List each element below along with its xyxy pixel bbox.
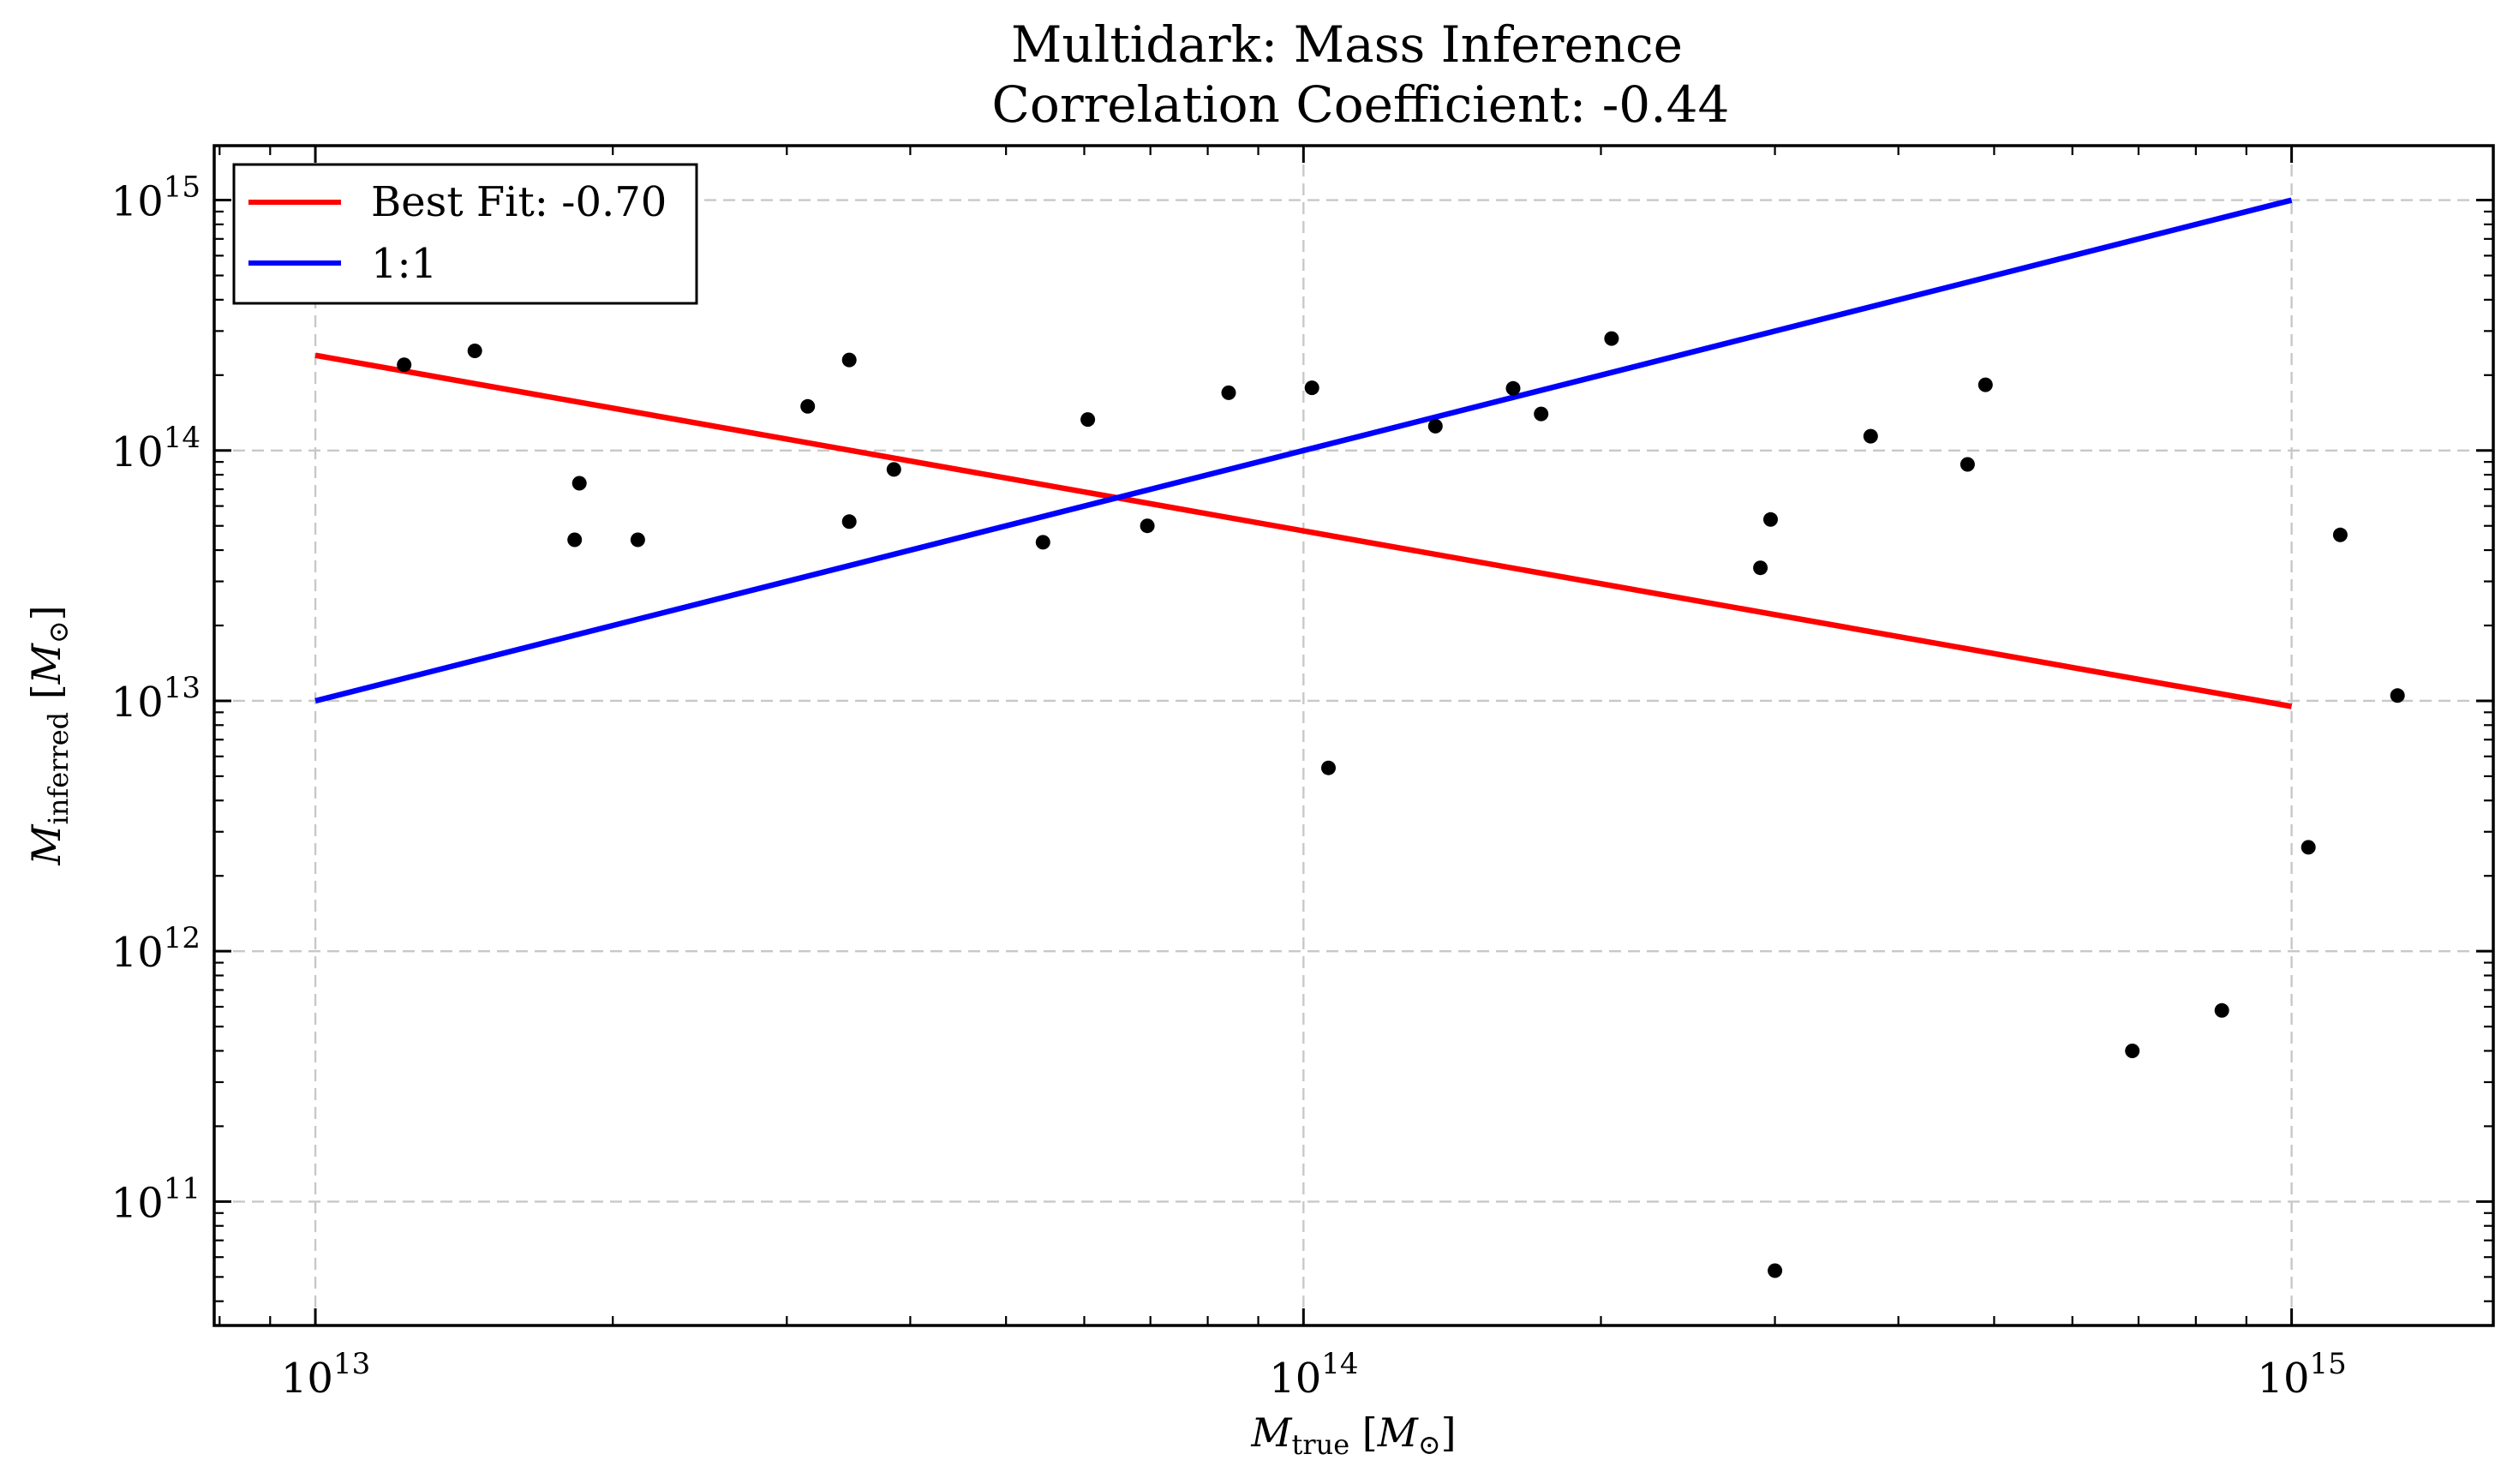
- data-point: [1035, 535, 1050, 550]
- data-point: [1505, 380, 1521, 396]
- one-to-one-line: [314, 197, 2293, 704]
- legend-label-best-fit: Best Fit: -0.70: [371, 178, 667, 226]
- x-tick-base: 10: [2257, 1355, 2309, 1403]
- data-point: [630, 532, 645, 548]
- y-tick-exponent: 15: [164, 171, 200, 205]
- x-tick-label: 1014: [1269, 1347, 1358, 1403]
- data-point: [467, 344, 482, 358]
- data-point: [571, 476, 587, 491]
- data-point: [841, 514, 857, 530]
- data-point: [1768, 1263, 1783, 1278]
- y-tick-label: 1013: [111, 671, 200, 727]
- legend-label-one-to-one: 1:1: [371, 240, 437, 288]
- data-point: [567, 532, 583, 548]
- x-tick-label: 1015: [2257, 1347, 2346, 1403]
- chart-title: Multidark: Mass Inference: [1011, 15, 1683, 74]
- y-tick-exponent: 12: [164, 921, 200, 955]
- grid: [214, 146, 2493, 1325]
- data-point: [1534, 406, 1549, 422]
- chart-subtitle: Correlation Coefficient: -0.44: [992, 75, 1730, 134]
- data-point: [1080, 412, 1096, 428]
- x-tick-exponent: 14: [1321, 1347, 1358, 1381]
- data-point: [1763, 512, 1778, 527]
- data-point: [2214, 1002, 2229, 1018]
- scatter-points: [397, 331, 2405, 1278]
- data-point: [1321, 760, 1336, 775]
- data-point: [1604, 331, 1619, 346]
- y-tick-base: 10: [111, 679, 164, 727]
- y-tick-label: 1011: [111, 1171, 200, 1227]
- y-tick-exponent: 11: [164, 1171, 200, 1206]
- data-point: [886, 462, 901, 477]
- legend: Best Fit: -0.70 1:1: [232, 163, 698, 305]
- y-axis-label: Minferred [M⊙]: [23, 605, 75, 865]
- data-point: [1140, 518, 1155, 534]
- best-fit-line: [314, 352, 2293, 709]
- x-tick-exponent: 15: [2310, 1347, 2347, 1381]
- x-tick-label: 1013: [281, 1347, 370, 1403]
- data-point: [1863, 428, 1878, 444]
- plot-frame: [212, 144, 2495, 1327]
- series-layer: [314, 197, 2293, 709]
- y-tick-label: 1012: [111, 921, 200, 977]
- y-tick-base: 10: [111, 929, 164, 977]
- data-point: [2125, 1044, 2140, 1058]
- y-tick-exponent: 14: [164, 421, 200, 455]
- data-point: [1427, 418, 1443, 434]
- x-tick-exponent: 13: [333, 1347, 370, 1381]
- y-tick-base: 10: [111, 1179, 164, 1227]
- y-tick-exponent: 13: [164, 671, 200, 705]
- data-point: [1960, 457, 1975, 472]
- data-point: [2390, 688, 2405, 703]
- data-point: [1304, 380, 1319, 396]
- y-tick-base: 10: [111, 428, 164, 476]
- legend-box: [232, 163, 698, 305]
- y-tick-base: 10: [111, 178, 164, 226]
- data-point: [800, 398, 816, 414]
- y-tick-label: 1014: [111, 421, 200, 476]
- data-point: [1221, 385, 1236, 400]
- x-axis-label: Mtrue [M⊙]: [1250, 1409, 1456, 1461]
- data-point: [1978, 377, 1993, 392]
- data-point: [2332, 527, 2348, 542]
- data-point: [1753, 560, 1768, 576]
- data-point: [841, 352, 857, 368]
- data-point: [2301, 840, 2316, 855]
- data-point: [397, 357, 412, 373]
- x-tick-base: 10: [1269, 1355, 1321, 1403]
- y-tick-label: 1015: [111, 171, 200, 226]
- x-tick-base: 10: [281, 1355, 333, 1403]
